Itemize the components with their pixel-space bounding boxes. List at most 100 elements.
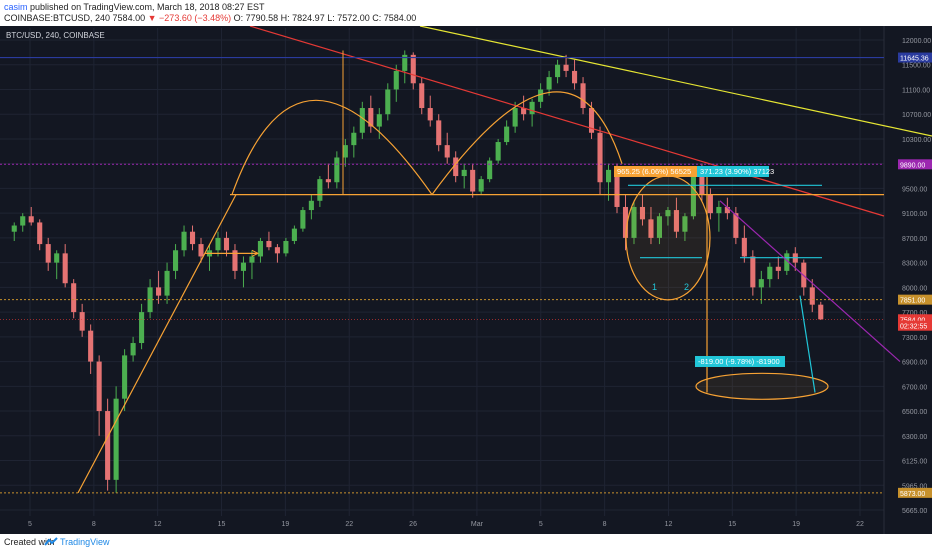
candle-body [334,157,340,183]
symbol: COINBASE:BTCUSD, 240 [4,13,111,23]
candle-body [376,114,382,127]
x-tick-label: 12 [154,521,162,528]
candle-body [538,89,544,102]
tradingview-brand[interactable]: TradingView [60,537,110,547]
consolidation-ellipse [625,175,711,301]
candle-body [342,145,348,158]
candle-body [402,54,408,71]
candle-body [28,216,34,223]
x-tick-label: 15 [218,521,226,528]
y-tick-label: 6300.00 [902,434,927,441]
candle-body [181,231,187,251]
price-tag [898,320,932,331]
candle-body [359,108,365,133]
y-tick-label: 11100.00 [902,87,930,94]
created-with-text: Created with [4,537,55,547]
y-tick-label: 6700.00 [902,384,927,391]
price-tag-label: 11645.36 [900,56,929,63]
candle-body [478,179,484,192]
chart-area[interactable]: 5 8 12 15 19 22 26 Mar 5 8 12 15 19 22 12000.00 11500.0… [0,26,932,534]
candle-body [105,411,111,480]
wave-label: 2 [684,282,689,292]
x-tick-label: 5 [28,521,32,528]
candle-body [733,213,739,238]
candle-body [605,169,612,183]
x-tick-label: 26 [409,521,417,528]
published-text: published on TradingView.com, March 18, … [30,2,265,12]
candle-body [572,70,578,84]
y-tick-label: 6125.00 [902,459,927,466]
candle-body [588,108,595,133]
candle-body [461,169,467,177]
candle-body [427,108,433,121]
price-chart[interactable]: 5 8 12 15 19 22 26 Mar 5 8 12 15 19 2212000.0011500.0… [0,26,932,534]
y-tick-label: 9500.00 [902,186,927,193]
candle-body [487,160,493,180]
publisher-name[interactable]: casim [4,2,28,12]
x-tick-label: 19 [281,521,289,528]
y-tick-label: 8700.00 [902,236,927,243]
ohlc-values: O: 7790.58 H: 7824.97 L: 7572.00 C: 7584… [233,13,417,23]
y-tick-label: 11500.00 [902,63,931,70]
candle-body [393,70,399,90]
price-axis [884,26,932,534]
candle-body [580,83,586,109]
candle-body [639,206,646,220]
y-tick-label: 6900.00 [902,360,927,367]
x-tick-label: 22 [345,521,353,528]
candle-body [266,240,272,248]
footer: Created with TradingView [0,534,932,550]
price-tag [898,314,932,325]
candle-body [215,237,221,251]
candle-body [88,330,94,362]
tradingview-logo-icon [44,537,58,546]
x-tick-label: 8 [603,521,607,528]
annotation-box [697,166,769,177]
price-tag [898,294,932,305]
candle-body [223,237,230,251]
purple-trendline [719,200,901,363]
candle-body [274,247,280,254]
candle-body [614,169,620,207]
candle-body [631,206,637,238]
candle-body [707,194,713,214]
target-ellipse [695,372,829,400]
last-price: 7584.00 [112,13,146,23]
candle-body [79,312,85,331]
price-change: −273.60 (−3.48%) [159,13,232,23]
price-tag [898,52,932,63]
candle-body [555,64,561,78]
x-tick-label: Mar [471,521,484,528]
candle-body [189,231,196,245]
candle-body [54,253,60,263]
y-tick-label: 5965.00 [902,483,927,490]
y-tick-label: 10300.00 [902,137,931,144]
y-tick-label: 12000.00 [902,38,931,45]
down-arrow-icon: ▼ [147,13,157,23]
y-tick-label: 5665.00 [902,508,927,515]
candle-body [529,101,535,115]
candle-body [240,262,247,271]
y-tick-label: 8300.00 [902,261,927,268]
candle-body [648,219,654,238]
x-tick-label: 19 [792,521,800,528]
candle-body [198,244,204,257]
candle-body [62,253,68,284]
candle-body [308,200,314,211]
candle-body [818,304,824,320]
candle-body [283,240,289,254]
candle-body [156,287,162,296]
candle-body [470,169,476,192]
y-tick-label: 10700.00 [902,112,931,119]
candle-body [164,270,170,296]
candle-body [20,216,26,226]
candle-body [113,398,119,480]
wave-label: 1 [652,282,657,292]
candle-body [521,108,527,115]
candle-body [546,77,552,90]
y-tick-label: 7700.00 [902,310,927,317]
candle-body [673,210,679,232]
x-tick-label: 15 [728,521,736,528]
candle-body [665,210,671,217]
candle-body [96,361,102,412]
